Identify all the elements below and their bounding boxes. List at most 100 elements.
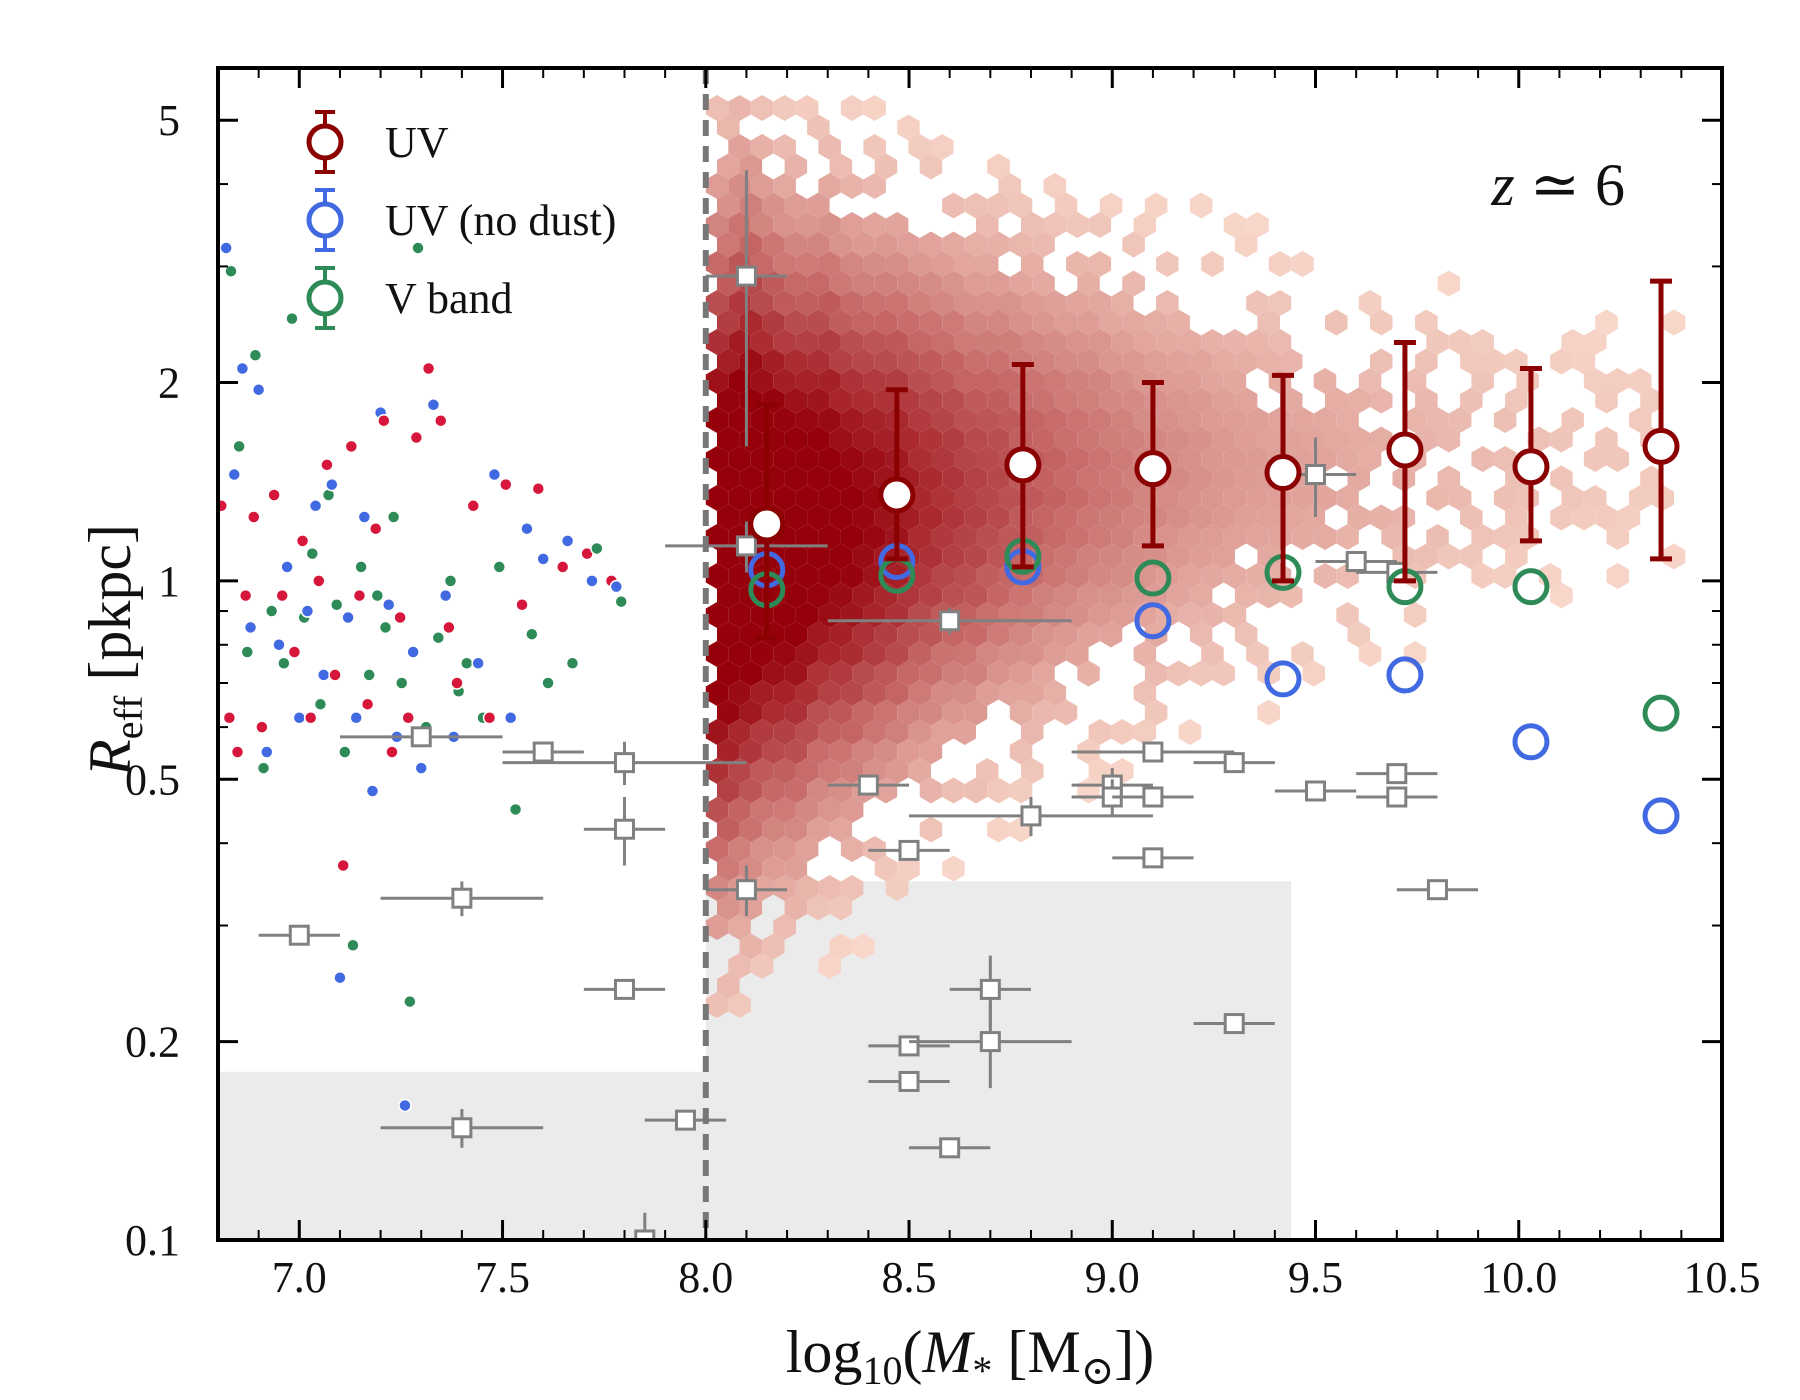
- observation-marker: [674, 1109, 696, 1131]
- observation-point: [583, 978, 666, 1000]
- hex-bin: [1156, 329, 1179, 355]
- hex-bin: [728, 914, 751, 940]
- hex-bin: [840, 446, 864, 472]
- hex-bin: [818, 563, 841, 589]
- hex-bin: [705, 524, 729, 550]
- hex-bin: [953, 680, 976, 706]
- galaxy-point-nodust: [251, 382, 266, 397]
- hex-bin: [705, 680, 729, 706]
- hex-bin: [1291, 251, 1314, 277]
- hex-bin: [705, 368, 729, 394]
- observation-marker: [532, 741, 554, 763]
- observation-marker: [898, 839, 920, 861]
- legend-label-uv: UV: [385, 118, 449, 167]
- hex-bin: [863, 368, 886, 394]
- hex-bin: [1032, 582, 1055, 609]
- hex-bin: [1032, 426, 1055, 453]
- hex-bin: [829, 309, 853, 336]
- hex-bin: [964, 426, 988, 453]
- hex-bin: [1437, 426, 1461, 453]
- hex-bin: [1381, 524, 1404, 550]
- hex-bin: [1426, 485, 1449, 511]
- galaxy-point-vband: [590, 541, 604, 556]
- hex-bin: [1662, 309, 1686, 336]
- hex-bin: [1347, 387, 1370, 414]
- hex-bin: [807, 582, 830, 609]
- hex-bin: [1291, 485, 1314, 511]
- hex-bin: [942, 699, 965, 726]
- hex-bin: [1246, 329, 1269, 355]
- hex-bin: [840, 797, 864, 823]
- hex-bin: [874, 153, 898, 180]
- hex-bin: [976, 290, 999, 316]
- hex-bin: [1415, 309, 1438, 336]
- hex-bin: [931, 407, 954, 433]
- hex-bin: [1077, 309, 1100, 336]
- hex-bin: [908, 290, 931, 316]
- hex-bin: [1583, 485, 1607, 511]
- galaxy-point-uv: [344, 439, 359, 454]
- hex-bin: [705, 992, 729, 1018]
- hex-bin: [953, 524, 976, 550]
- observation-marker: [1223, 752, 1245, 774]
- hex-bin: [919, 426, 943, 453]
- hex-bin: [942, 855, 965, 882]
- x-tick-label: 8.0: [678, 1253, 733, 1302]
- hex-bin: [1066, 641, 1089, 667]
- hex-bin: [874, 660, 898, 687]
- hex-bin: [998, 407, 1021, 433]
- hex-bin: [739, 738, 763, 765]
- hex-bin: [897, 114, 920, 141]
- galaxy-point-uv: [377, 413, 391, 428]
- hex-bin: [998, 680, 1021, 706]
- hex-bin: [728, 797, 751, 823]
- hex-bin: [987, 192, 1010, 219]
- legend: UV UV (no dust) V band: [306, 110, 616, 330]
- hex-bin: [1077, 660, 1100, 687]
- hex-bin: [705, 173, 729, 199]
- hex-bin: [942, 309, 965, 336]
- hex-bin: [1201, 524, 1224, 550]
- hex-bin: [1043, 368, 1067, 394]
- hex-bin: [750, 641, 774, 667]
- hex-bin: [863, 329, 886, 355]
- observation-point: [1315, 551, 1397, 573]
- hex-bin: [705, 719, 729, 745]
- galaxy-point-vband: [541, 676, 555, 690]
- uv-point: [1264, 372, 1302, 584]
- galaxy-point-vband: [277, 656, 291, 670]
- hex-bin: [1460, 348, 1483, 375]
- hex-bin: [1088, 563, 1112, 589]
- hex-bin: [931, 368, 954, 394]
- hex-bin: [717, 972, 740, 999]
- hex-bin: [1268, 329, 1292, 355]
- x-tick-label: 10.0: [1480, 1253, 1557, 1302]
- hex-bin: [1313, 485, 1337, 511]
- hex-bin: [1201, 329, 1224, 355]
- galaxy-point-uv: [385, 745, 399, 759]
- hex-bin: [1122, 231, 1145, 258]
- hex-bin: [1111, 563, 1134, 589]
- hex-bin: [807, 348, 830, 375]
- galaxy-point-vband: [508, 802, 523, 817]
- hex-bin: [874, 387, 898, 414]
- hex-bin: [1144, 660, 1168, 687]
- hex-bin: [1358, 290, 1382, 316]
- hex-bin: [1325, 387, 1348, 414]
- hex-bin: [852, 699, 875, 726]
- y-tick-label: 5: [158, 96, 180, 145]
- legend-marker-uv: [306, 123, 344, 161]
- hex-bin: [807, 699, 830, 726]
- hex-bin: [987, 387, 1010, 414]
- hex-bin: [931, 329, 954, 355]
- hex-bin: [807, 660, 830, 687]
- hex-bin: [931, 446, 954, 472]
- galaxy-point-uv: [295, 534, 310, 548]
- hex-bin: [1201, 602, 1224, 628]
- hex-bin: [897, 660, 920, 687]
- uv-point: [878, 387, 916, 562]
- hex-bin: [1054, 465, 1078, 492]
- hex-bin: [1054, 621, 1078, 648]
- uv-marker: [1134, 450, 1172, 488]
- galaxy-point-vband: [525, 627, 539, 641]
